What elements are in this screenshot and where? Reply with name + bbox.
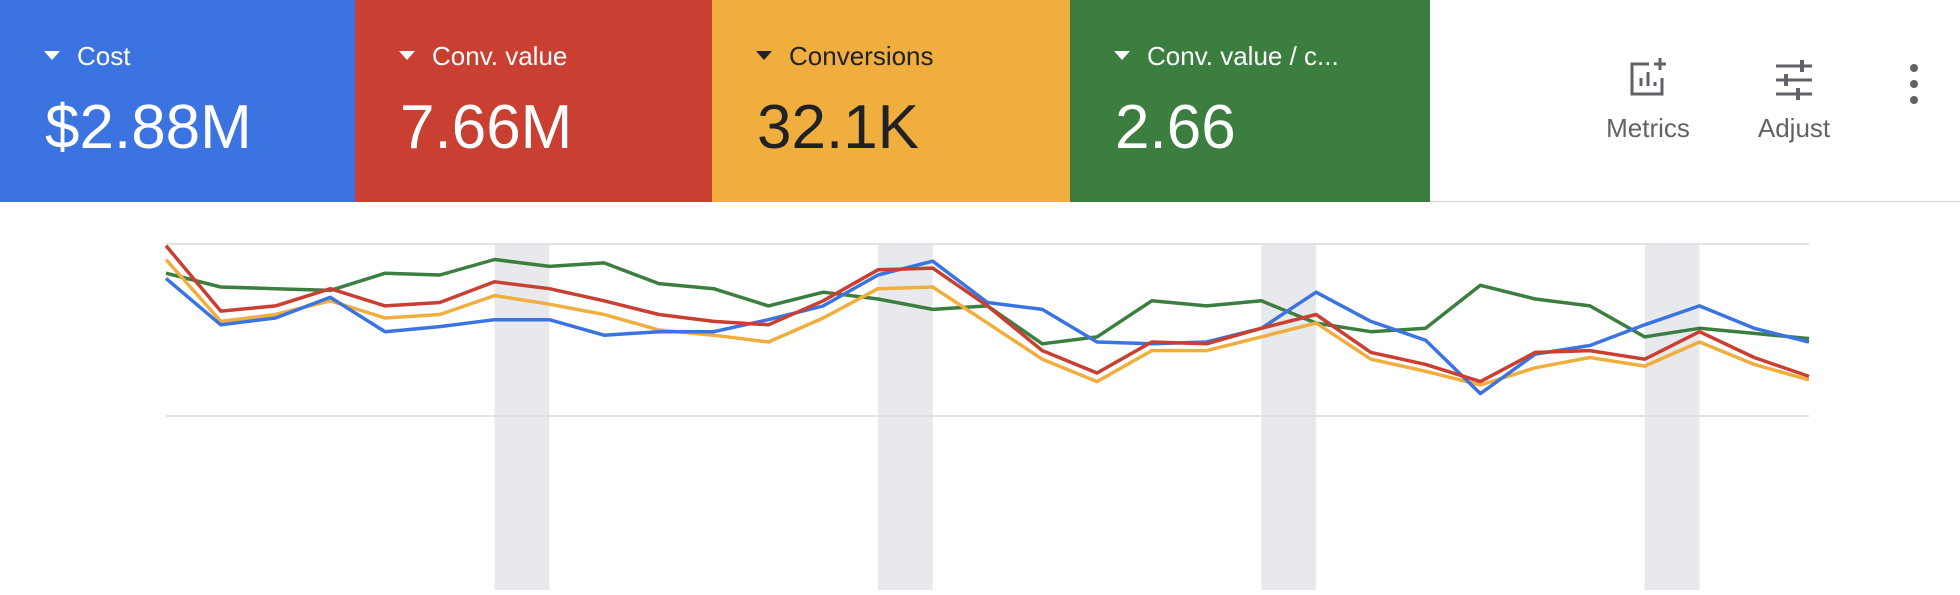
icon-shape — [1776, 64, 1812, 96]
toolbar-button[interactable]: Adjust — [1758, 113, 1831, 143]
card-label: Cost — [77, 41, 131, 71]
more-dot[interactable] — [1910, 80, 1918, 88]
card-bg — [712, 0, 1070, 202]
icon-shape — [1630, 58, 1666, 96]
icon-knobs — [1784, 60, 1804, 100]
metrics-icon — [1630, 58, 1666, 96]
card-bg — [1070, 0, 1430, 202]
series-line — [164, 259, 1810, 396]
dropdown-arrow — [44, 51, 60, 60]
weekend-band — [1261, 244, 1317, 590]
adjust-icon — [1776, 60, 1812, 100]
metric-card[interactable]: Conversions 32.1K — [712, 0, 1070, 202]
card-bg — [0, 0, 355, 202]
card-value: 2.66 — [1115, 93, 1236, 162]
series-line — [164, 244, 1810, 384]
card-value: 7.66M — [400, 93, 572, 162]
card-value: $2.88M — [45, 93, 252, 162]
toolbar-button[interactable]: Metrics — [1606, 113, 1690, 143]
card-label: Conv. value — [432, 41, 567, 71]
card-label: Conv. value / c... — [1147, 41, 1339, 71]
card-label: Conversions — [789, 41, 934, 71]
metric-card[interactable]: Conv. value 7.66M — [355, 0, 712, 202]
dropdown-arrow — [1114, 51, 1130, 60]
more-dot[interactable] — [1910, 96, 1918, 104]
dropdown-arrow — [756, 51, 772, 60]
weekend-band — [877, 244, 933, 590]
more-dot[interactable] — [1910, 64, 1918, 72]
metric-card[interactable]: Cost $2.88M — [0, 0, 355, 202]
weekend-band — [1644, 244, 1700, 590]
dropdown-arrow — [399, 51, 415, 60]
metric-card[interactable]: Conv. value / c... 2.66 — [1070, 0, 1430, 202]
series-line — [164, 258, 1810, 387]
card-bg — [355, 0, 712, 202]
card-value: 32.1K — [757, 93, 919, 162]
